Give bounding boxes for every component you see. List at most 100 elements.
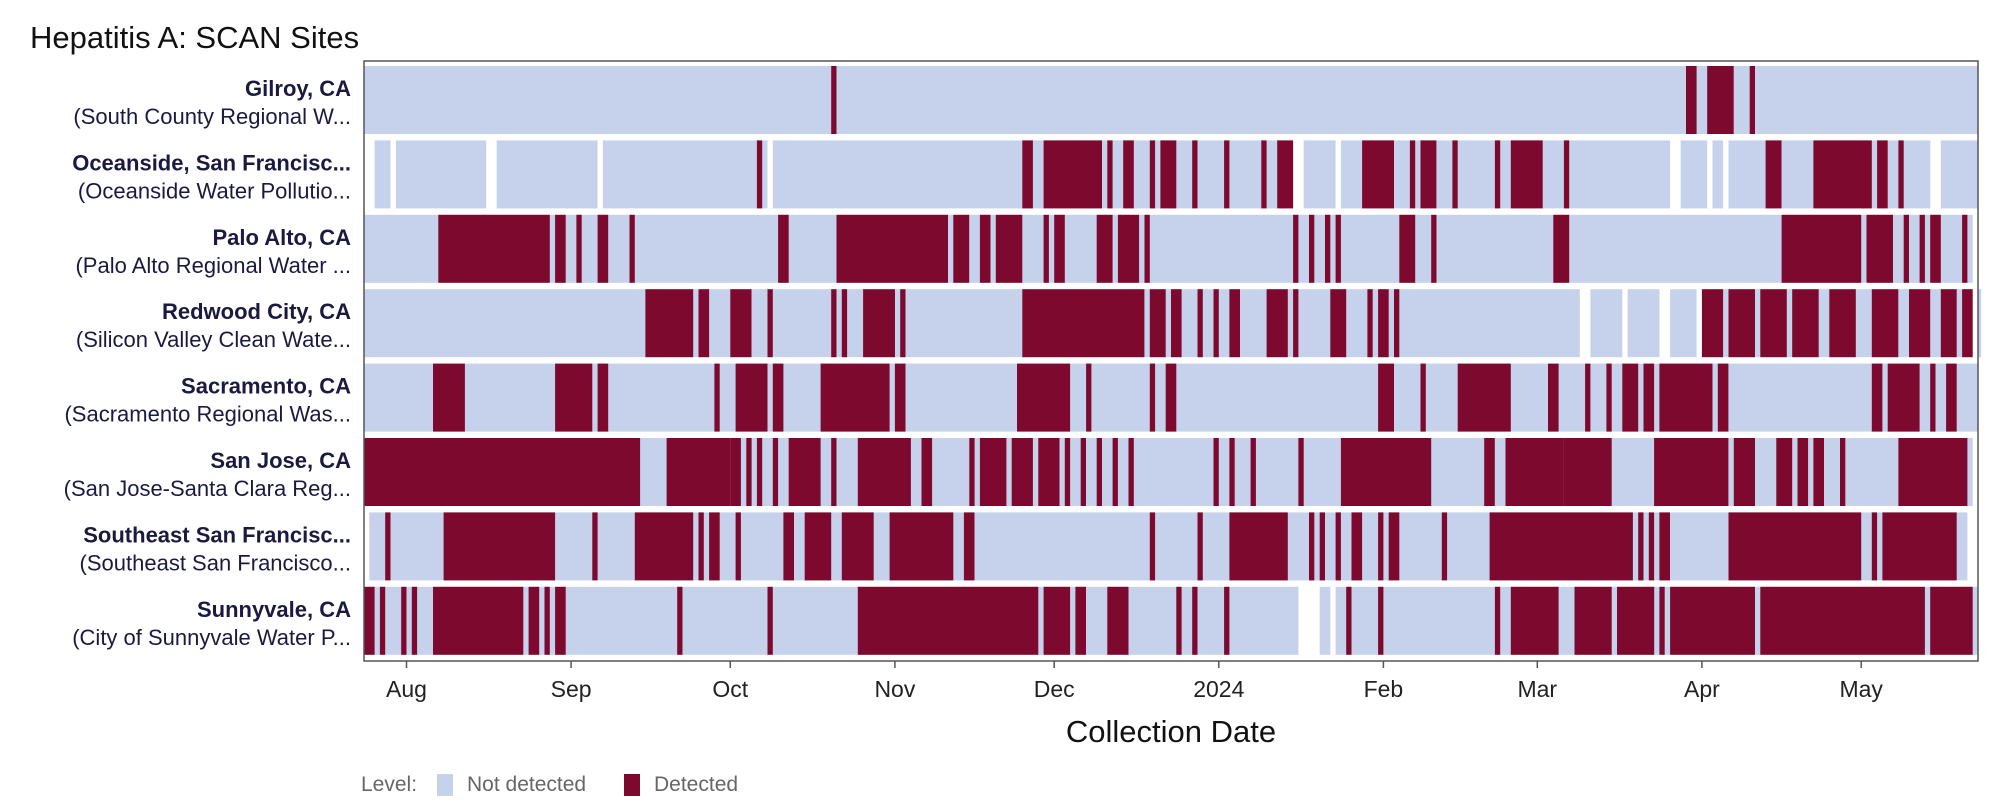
x-tick-label: Dec — [1034, 676, 1075, 702]
x-tick-label: Oct — [712, 676, 748, 702]
detected-segment — [1797, 438, 1809, 506]
detected-segment — [1505, 438, 1564, 506]
detected-segment — [1728, 512, 1862, 581]
detected-segment — [979, 438, 1007, 506]
detected-segment — [443, 512, 556, 581]
detected-segment — [1484, 438, 1495, 506]
detected-segment — [1441, 512, 1448, 581]
detected-segment — [385, 512, 391, 581]
not-detected-segment — [1712, 140, 1724, 209]
not-detected-segment — [364, 66, 1978, 134]
detected-segment — [1096, 438, 1102, 506]
detected-segment — [1319, 512, 1325, 581]
detected-segment — [1261, 140, 1267, 209]
detected-segment — [1717, 363, 1729, 432]
not-detected-segment — [364, 289, 1580, 358]
detected-segment — [1510, 140, 1543, 209]
detected-segment — [364, 438, 641, 506]
detected-segment — [1266, 289, 1288, 358]
x-tick-label: Apr — [1684, 676, 1720, 702]
detected-segment — [677, 586, 683, 655]
detected-segment — [709, 512, 720, 581]
detected-segment — [1293, 214, 1299, 283]
not-detected-segment — [602, 140, 768, 209]
detected-segment — [1192, 586, 1198, 655]
detected-segment — [1043, 586, 1071, 655]
detected-segment — [1107, 140, 1113, 209]
detected-segment — [1144, 214, 1150, 283]
detected-segment — [1686, 66, 1697, 134]
detected-segment — [1054, 214, 1065, 283]
detected-segment — [963, 512, 975, 581]
detected-segment — [1399, 214, 1416, 283]
detected-segment — [1898, 438, 1968, 506]
detected-segment — [1213, 438, 1219, 506]
detected-segment — [772, 438, 779, 506]
legend: Level: Not detected Detected — [361, 773, 738, 796]
heatmap-rows — [364, 66, 1982, 655]
detected-segment — [597, 363, 609, 432]
site-row — [374, 140, 1978, 209]
detected-segment — [1112, 438, 1118, 506]
detected-segment — [979, 214, 991, 283]
detected-segment — [1229, 289, 1240, 358]
detected-segment — [1330, 289, 1347, 358]
legend-label-detected: Detected — [654, 773, 738, 796]
detected-segment — [411, 586, 418, 655]
detected-segment — [1813, 140, 1872, 209]
detected-segment — [1563, 438, 1612, 506]
detected-segment — [1298, 438, 1304, 506]
chart-title: Hepatitis A: SCAN Sites — [30, 20, 359, 55]
site-row — [364, 214, 1973, 283]
detected-segment — [1378, 586, 1384, 655]
detected-segment — [634, 512, 694, 581]
detected-segment — [969, 438, 975, 506]
detected-segment — [1659, 363, 1713, 432]
detected-segment — [1643, 363, 1655, 432]
detected-segment — [1086, 363, 1092, 432]
site-plant-label: (Silicon Valley Clean Wate... — [76, 327, 351, 352]
detected-segment — [783, 512, 794, 581]
x-tick-label: Nov — [874, 676, 915, 702]
detected-segment — [1378, 512, 1384, 581]
detected-segment — [1553, 214, 1570, 283]
detected-segment — [730, 438, 741, 506]
x-tick-label: Sep — [551, 676, 592, 702]
detected-segment — [597, 214, 609, 283]
detected-segment — [1563, 140, 1570, 209]
detected-segment — [1176, 586, 1182, 655]
detected-segment — [544, 586, 550, 655]
not-detected-segment — [1319, 586, 1331, 655]
detected-segment — [1728, 289, 1755, 358]
site-row — [364, 586, 1978, 655]
detected-segment — [1229, 512, 1288, 581]
site-name-label: Southeast San Francisc... — [83, 522, 351, 547]
detected-segment — [1043, 214, 1049, 283]
detected-segment — [1335, 512, 1341, 581]
detected-segment — [1648, 512, 1655, 581]
detected-segment — [836, 214, 948, 283]
detected-segment — [820, 363, 890, 432]
site-row — [364, 363, 1978, 432]
detected-segment — [1123, 140, 1134, 209]
detected-segment — [767, 289, 773, 358]
detected-segment — [1829, 289, 1856, 358]
detected-segment — [1346, 586, 1352, 655]
detected-segment — [735, 363, 768, 432]
detected-segment — [1017, 363, 1071, 432]
detected-segment — [1946, 363, 1957, 432]
detected-segment — [1224, 140, 1230, 209]
detected-segment — [831, 438, 837, 506]
detected-segment — [1224, 586, 1230, 655]
site-plant-label: (Palo Alto Regional Water ... — [75, 253, 351, 278]
detected-segment — [1813, 438, 1824, 506]
detected-segment — [1654, 438, 1729, 506]
detected-segment — [1919, 214, 1925, 283]
detected-segment — [953, 214, 970, 283]
detected-segment — [804, 512, 832, 581]
not-detected-segment — [1670, 289, 1697, 358]
detected-segment — [1394, 289, 1400, 358]
detected-segment — [1840, 438, 1846, 506]
detected-segment — [857, 438, 911, 506]
site-name-label: Palo Alto, CA — [212, 225, 351, 250]
